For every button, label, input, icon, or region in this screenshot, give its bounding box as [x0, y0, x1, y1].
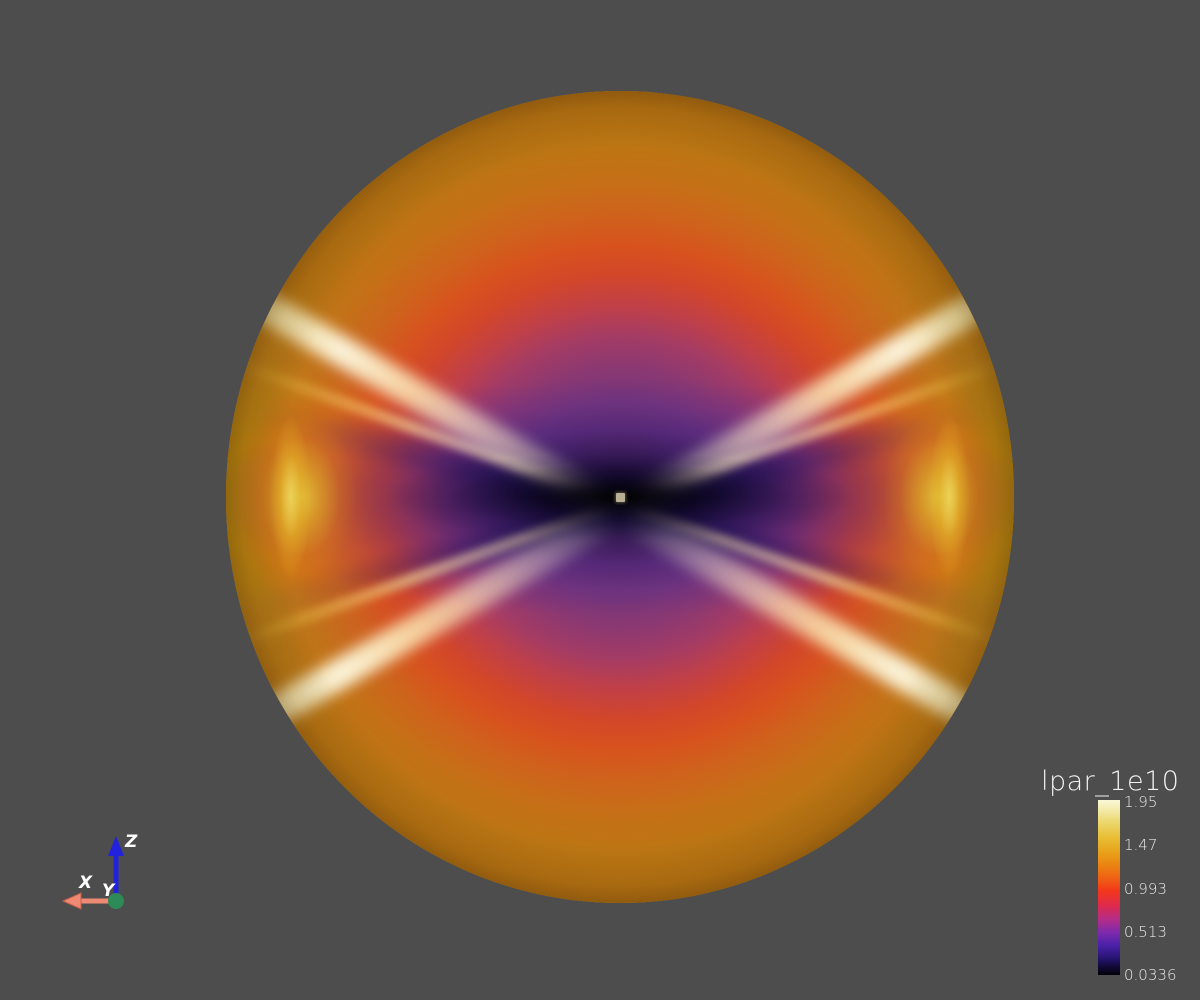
scalar-bar-tick-min: 0.0336	[1124, 966, 1177, 984]
scalar-bar-tick-max: 1.95	[1124, 793, 1158, 811]
caustic-ray-lower-right	[612, 499, 1014, 770]
scalar-bar-body[interactable]: 1.95 1.47 0.993 0.513 0.0336	[1098, 793, 1177, 984]
scalar-bar-title: lpar_1e10	[1041, 766, 1180, 797]
scalar-bar-gradient	[1098, 800, 1120, 975]
axis-origin-sphere-icon	[108, 893, 124, 909]
scalar-bar-tick-2: 0.513	[1124, 923, 1167, 941]
scalar-bar-tick-3: 0.993	[1124, 880, 1167, 898]
axis-z-icon	[108, 836, 124, 901]
center-point-marker	[616, 493, 625, 502]
scalar-bar[interactable]: lpar_1e10 1.95 1.47 0.993 0.513 0.0336	[1041, 766, 1180, 984]
scalar-bar-tick-4: 1.47	[1124, 836, 1158, 854]
axis-y-label: Y	[102, 881, 116, 901]
sphere-surface-actor[interactable]	[226, 91, 1014, 903]
orientation-axes-widget[interactable]: Z X Y	[55, 826, 185, 926]
axis-z-label: Z	[124, 832, 138, 852]
caustic-ray-lower-left	[226, 499, 628, 770]
axis-x-label: X	[78, 873, 93, 893]
